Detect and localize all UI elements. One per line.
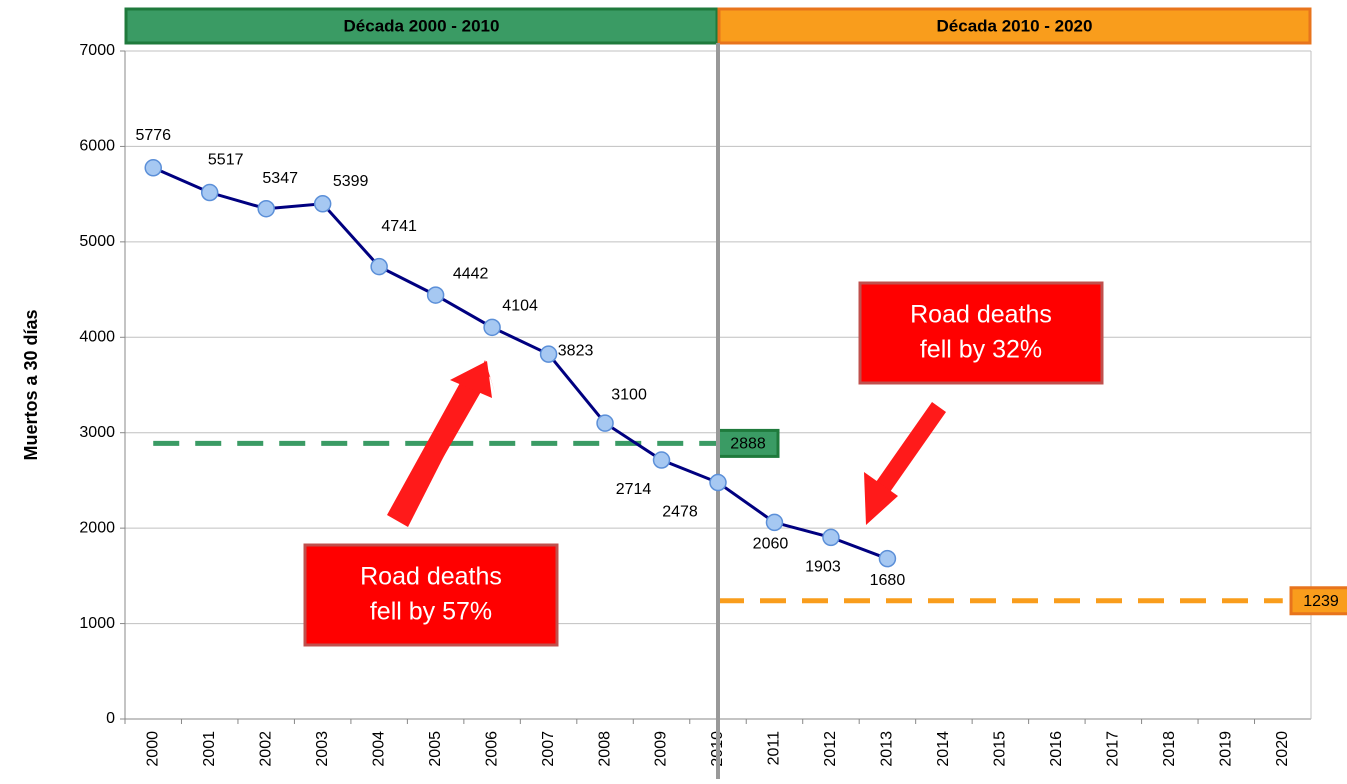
y-axis-label: Muertos a 30 días <box>21 309 41 460</box>
data-point <box>313 195 332 213</box>
annotation-text: fell by 32% <box>920 336 1042 364</box>
decade-header <box>717 7 1312 45</box>
data-label: 4442 <box>453 265 489 282</box>
data-point <box>144 159 162 177</box>
data-point <box>596 414 614 432</box>
annotation-text: Road deaths <box>910 301 1052 329</box>
reference-box <box>1289 586 1347 616</box>
data-point <box>483 318 501 337</box>
x-tick-label: 2012 <box>822 731 839 767</box>
x-tick-label: 2013 <box>879 731 896 767</box>
data-label: 1903 <box>805 559 841 576</box>
data-point <box>822 528 840 547</box>
x-tick-label: 2017 <box>1105 731 1122 767</box>
x-tick-label: 2007 <box>540 731 557 767</box>
y-tick-label: 4000 <box>79 329 115 346</box>
y-tick-label: 6000 <box>79 138 115 155</box>
x-tick-label: 2019 <box>1218 731 1235 767</box>
data-line <box>152 166 888 561</box>
y-tick-label: 2000 <box>79 519 115 536</box>
data-point <box>765 513 784 532</box>
reference-label: 2888 <box>730 436 766 453</box>
data-point <box>426 286 445 304</box>
arrow-head <box>450 361 492 398</box>
annotation-box <box>303 543 559 647</box>
x-tick-label: 2014 <box>935 731 952 767</box>
x-tick-label: 2016 <box>1048 731 1065 767</box>
x-tick-label: 2008 <box>596 731 613 767</box>
x-tick-label: 2009 <box>653 731 670 767</box>
data-label: 2060 <box>753 536 789 553</box>
data-label: 4741 <box>381 218 417 235</box>
reference-label: 1239 <box>1303 593 1339 610</box>
decade-label: Década 2010 - 2020 <box>937 16 1093 35</box>
arrow <box>387 372 482 527</box>
x-tick-label: 2000 <box>144 731 161 767</box>
data-label: 5517 <box>208 152 244 169</box>
y-tick-label: 7000 <box>79 42 115 59</box>
data-point <box>200 183 219 202</box>
x-tick-label: 2018 <box>1161 731 1178 767</box>
data-point <box>539 345 558 363</box>
decade-header <box>124 7 719 45</box>
data-point <box>652 451 671 469</box>
data-label: 1680 <box>870 572 906 589</box>
y-tick-label: 1000 <box>79 615 115 632</box>
decade-label: Década 2000 - 2010 <box>344 16 500 35</box>
reference-box <box>716 428 780 458</box>
annotation-text: Road deaths <box>360 563 502 591</box>
x-tick-label: 2005 <box>427 731 444 767</box>
arrow-head <box>864 472 898 525</box>
data-label: 5399 <box>333 173 369 190</box>
x-tick-label: 2011 <box>766 731 783 766</box>
y-tick-label: 3000 <box>79 424 115 441</box>
data-label: 2714 <box>616 481 652 498</box>
x-tick-label: 2020 <box>1274 731 1291 767</box>
x-tick-label: 2015 <box>992 731 1009 767</box>
data-point <box>257 199 275 218</box>
data-label: 5776 <box>135 127 171 144</box>
data-point <box>370 257 388 276</box>
annotation-box <box>858 281 1104 385</box>
data-label: 4104 <box>502 298 538 315</box>
y-tick-label: 5000 <box>79 233 115 250</box>
x-tick-label: 2001 <box>201 731 218 767</box>
data-point <box>878 549 897 568</box>
x-tick-label: 2004 <box>370 731 387 767</box>
data-point <box>709 473 727 492</box>
y-tick-label: 0 <box>106 710 115 727</box>
x-tick-label: 2003 <box>314 731 331 767</box>
data-label: 3100 <box>611 386 647 403</box>
x-tick-label: 2006 <box>483 731 500 767</box>
arrow <box>876 402 946 492</box>
annotation-text: fell by 57% <box>370 598 492 626</box>
x-tick-label: 2002 <box>257 731 274 767</box>
data-label: 2478 <box>662 504 698 521</box>
data-label: 5347 <box>262 170 298 187</box>
data-label: 3823 <box>558 342 594 359</box>
